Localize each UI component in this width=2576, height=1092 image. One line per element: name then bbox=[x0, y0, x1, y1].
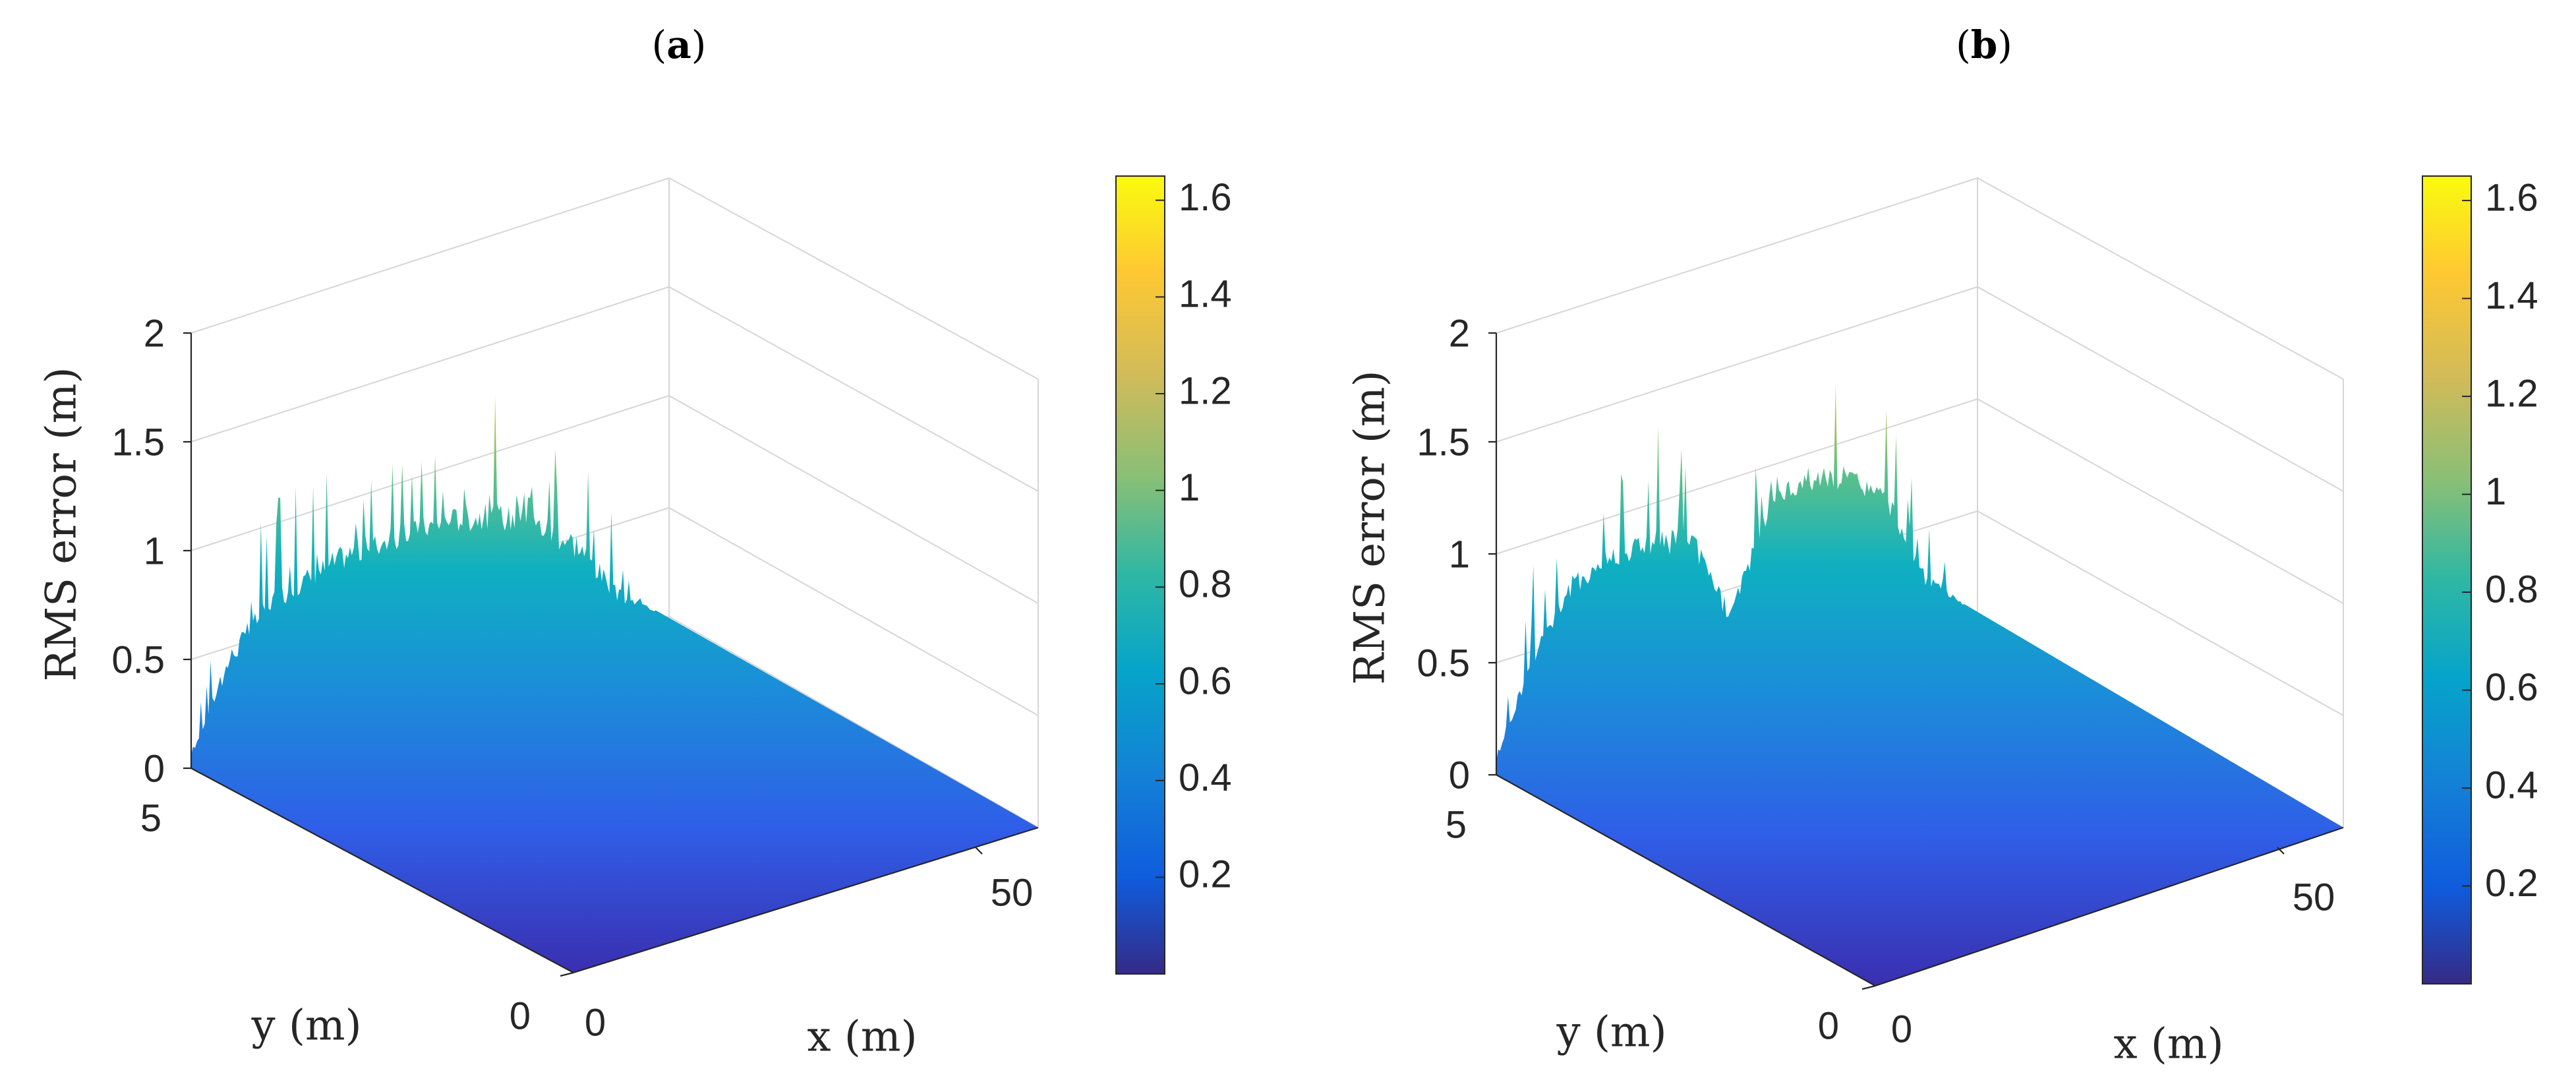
panel-b-label: (b) bbox=[1956, 22, 2012, 67]
panel-b-colorbar-tick: 1 bbox=[2485, 470, 2506, 513]
panel-a-z-tick: 1 bbox=[144, 530, 165, 572]
panel-b-z-tick: 1 bbox=[1449, 533, 1470, 576]
panel-a-colorbar-tick: 1.4 bbox=[1179, 273, 1232, 316]
panel-b-x-tick: 50 bbox=[2293, 876, 2335, 919]
panel-b-colorbar-tick: 0.2 bbox=[2485, 862, 2538, 905]
panel-a-colorbar-tick: 1 bbox=[1179, 466, 1200, 509]
panel-b-z-tick: 0 bbox=[1449, 754, 1470, 797]
panel-b-z-tick: 1.5 bbox=[1417, 421, 1470, 464]
panel-b-colorbar-tick: 0.4 bbox=[2485, 764, 2538, 806]
panel-b-axes: 2 1.5 1 0.5 0 5 0 0 50 RMS error (m) y (… bbox=[1346, 177, 2344, 1069]
panel-a-colorbar-gradient bbox=[1116, 176, 1165, 974]
panel-b-colorbar-tick: 1.6 bbox=[2485, 176, 2538, 219]
panel-a-y-axis bbox=[190, 768, 574, 973]
panel-b-z-tick: 0.5 bbox=[1417, 642, 1470, 684]
panel-a-y-tick: 5 bbox=[140, 797, 161, 839]
panel-a-colorbar-tick: 0.4 bbox=[1179, 756, 1232, 799]
panel-a-x-label: x (m) bbox=[807, 1013, 917, 1062]
panel-b-y-tick: 0 bbox=[1818, 1004, 1839, 1047]
panel-b: (b) 2 1.5 1 0.5 0 5 bbox=[1346, 22, 2538, 1069]
panel-a-x-axis bbox=[573, 826, 1039, 974]
panel-b-colorbar-gradient bbox=[2422, 176, 2471, 984]
panel-a-z-tick: 0 bbox=[144, 747, 165, 790]
panel-a-axes: 2 1.5 1 0.5 0 5 0 0 50 RMS error (m) y (… bbox=[38, 177, 1039, 1062]
panel-b-x-label: x (m) bbox=[2113, 1020, 2223, 1069]
panel-b-y-axis bbox=[1496, 774, 1876, 986]
panel-b-surface bbox=[1496, 384, 2343, 986]
panel-a-colorbar-tick: 1.6 bbox=[1179, 176, 1232, 219]
panel-a: (a) 2 1.5 bbox=[38, 22, 1232, 1062]
panel-b-colorbar-tick: 1.2 bbox=[2485, 372, 2538, 415]
panel-a-z-label: RMS error (m) bbox=[38, 367, 86, 681]
panel-a-surface-fill bbox=[191, 395, 1038, 973]
panel-b-colorbar: 0.2 0.4 0.6 0.8 1 1.2 1.4 1.6 bbox=[2422, 175, 2538, 985]
panel-a-z-tick: 2 bbox=[144, 312, 165, 355]
panel-a-z-tick: 1.5 bbox=[111, 421, 165, 464]
panel-b-x-axis bbox=[1875, 826, 2344, 987]
panel-a-colorbar: 0.2 0.4 0.6 0.8 1 1.2 1.4 1.6 bbox=[1115, 175, 1232, 975]
panel-b-z-tick: 2 bbox=[1449, 312, 1470, 355]
panel-b-colorbar-tick: 0.8 bbox=[2485, 568, 2538, 611]
panel-b-y-label: y (m) bbox=[1556, 1008, 1666, 1057]
panel-a-x-tick: 0 bbox=[585, 1001, 606, 1044]
panel-a-colorbar-tick: 0.8 bbox=[1179, 563, 1232, 606]
panel-a-y-label: y (m) bbox=[250, 1002, 361, 1050]
panel-b-colorbar-tick: 1.4 bbox=[2485, 274, 2538, 317]
panel-a-colorbar-tick: 1.2 bbox=[1179, 369, 1232, 412]
panel-a-z-tick: 0.5 bbox=[111, 638, 165, 681]
panel-a-label: (a) bbox=[652, 22, 707, 67]
panel-a-surface bbox=[191, 395, 1038, 973]
panel-b-y-tick: 5 bbox=[1446, 803, 1467, 846]
panel-a-y-tick: 0 bbox=[510, 994, 531, 1037]
panel-b-z-label: RMS error (m) bbox=[1346, 370, 1395, 684]
panel-b-colorbar-tick: 0.6 bbox=[2485, 666, 2538, 709]
panel-a-colorbar-tick: 0.6 bbox=[1179, 659, 1232, 702]
panel-b-surface-fill bbox=[1496, 384, 2343, 986]
panel-b-x-tick: 0 bbox=[1891, 1008, 1912, 1050]
panel-a-colorbar-tick: 0.2 bbox=[1179, 853, 1232, 896]
panel-a-x-tick: 50 bbox=[991, 871, 1034, 914]
